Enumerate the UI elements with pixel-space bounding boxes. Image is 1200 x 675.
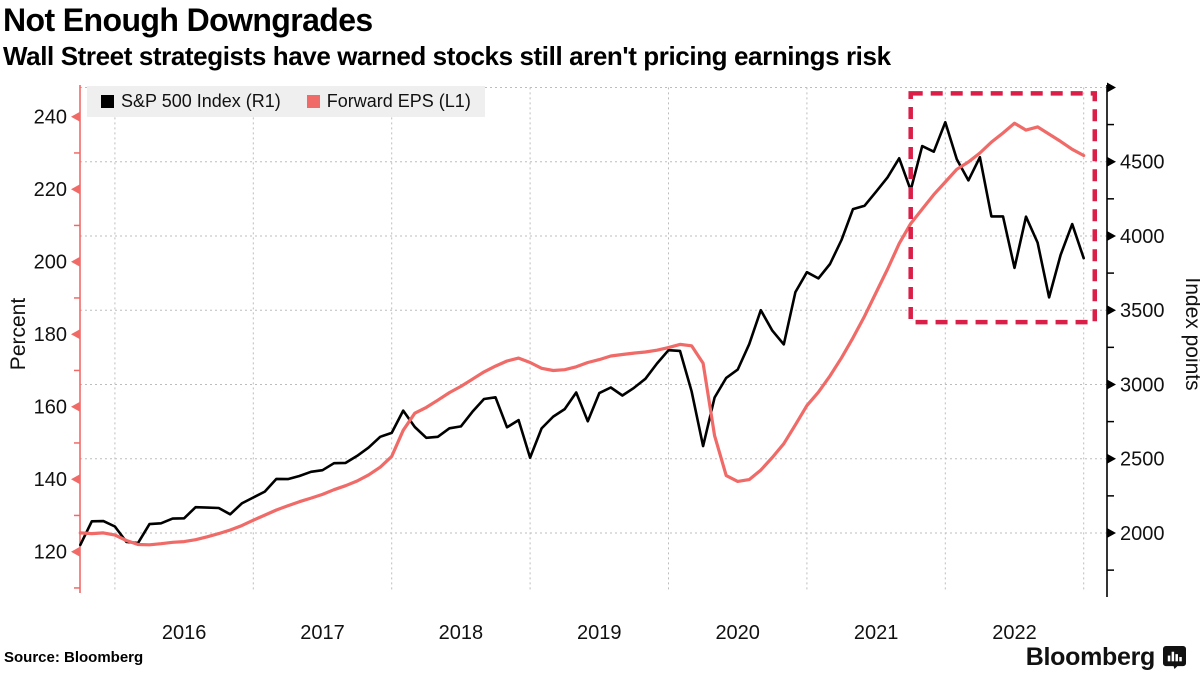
y-right-tick-arrow [1107, 528, 1116, 538]
x-tick-label: 2019 [577, 622, 622, 644]
legend-item-eps: Forward EPS (L1) [306, 91, 471, 112]
legend: S&P 500 Index (R1) Forward EPS (L1) [87, 86, 485, 117]
highlight-box [908, 91, 1098, 325]
y-left-tick-arrow [71, 184, 80, 195]
bloomberg-wordmark: Bloomberg [1025, 643, 1156, 671]
y-left-tick-label: 140 [34, 469, 67, 491]
x-tick-label: 2018 [439, 622, 484, 644]
y-right-tick-label: 3500 [1120, 300, 1165, 322]
y-left-tick-label: 160 [34, 397, 67, 419]
y-left-tick-arrow [71, 474, 80, 485]
y-left-tick-arrow [71, 256, 80, 267]
x-tick-label: 2022 [992, 622, 1037, 644]
y-right-tick-label: 4500 [1120, 152, 1165, 174]
series-spx-line [79, 120, 1085, 547]
y-left-tick-label: 220 [34, 179, 67, 201]
eps-legend-label: Forward EPS (L1) [326, 91, 471, 111]
y-right-tick-label: 4000 [1120, 226, 1165, 248]
y-left-tick-label: 200 [34, 252, 67, 274]
y-right-tick-arrow [1107, 230, 1116, 241]
x-tick-label: 2021 [854, 622, 899, 644]
y-axis-right-title: Index points [1181, 277, 1200, 391]
y-right-tick-arrow [1107, 156, 1116, 167]
bloomberg-logo-icon [1163, 646, 1186, 669]
y-left-tick-arrow [71, 546, 80, 557]
series-eps-line [78, 121, 1086, 547]
y-right-axis-top-arrow [1107, 82, 1116, 93]
source-note: Source: Bloomberg [4, 649, 144, 666]
x-tick-label: 2016 [162, 622, 207, 644]
spx-legend-swatch [101, 95, 114, 108]
eps-legend-swatch [306, 95, 320, 108]
y-right-tick-label: 3000 [1120, 374, 1165, 396]
legend-item-spx: S&P 500 Index (R1) [101, 91, 281, 112]
y-right-tick-label: 2500 [1120, 449, 1165, 471]
x-tick-label: 2020 [715, 622, 760, 644]
y-left-tick-arrow [71, 329, 80, 340]
chart-title: Not Enough Downgrades [3, 2, 373, 38]
spx-legend-label: S&P 500 Index (R1) [121, 91, 281, 111]
y-right-tick-arrow [1107, 453, 1116, 464]
y-left-tick-arrow [71, 401, 80, 412]
y-left-tick-label: 180 [34, 324, 67, 346]
y-axis-left-title: Percent [7, 297, 30, 371]
y-left-tick-label: 240 [34, 107, 67, 129]
y-right-tick-label: 2000 [1120, 523, 1165, 545]
y-right-tick-arrow [1107, 379, 1116, 390]
y-right-tick-arrow [1107, 305, 1116, 316]
bloomberg-brand: Bloomberg [1026, 643, 1186, 672]
chart-subtitle: Wall Street strategists have warned stoc… [3, 41, 891, 71]
y-left-tick-label: 120 [34, 542, 67, 564]
x-tick-label: 2017 [300, 622, 345, 644]
y-left-tick-arrow [71, 111, 80, 122]
